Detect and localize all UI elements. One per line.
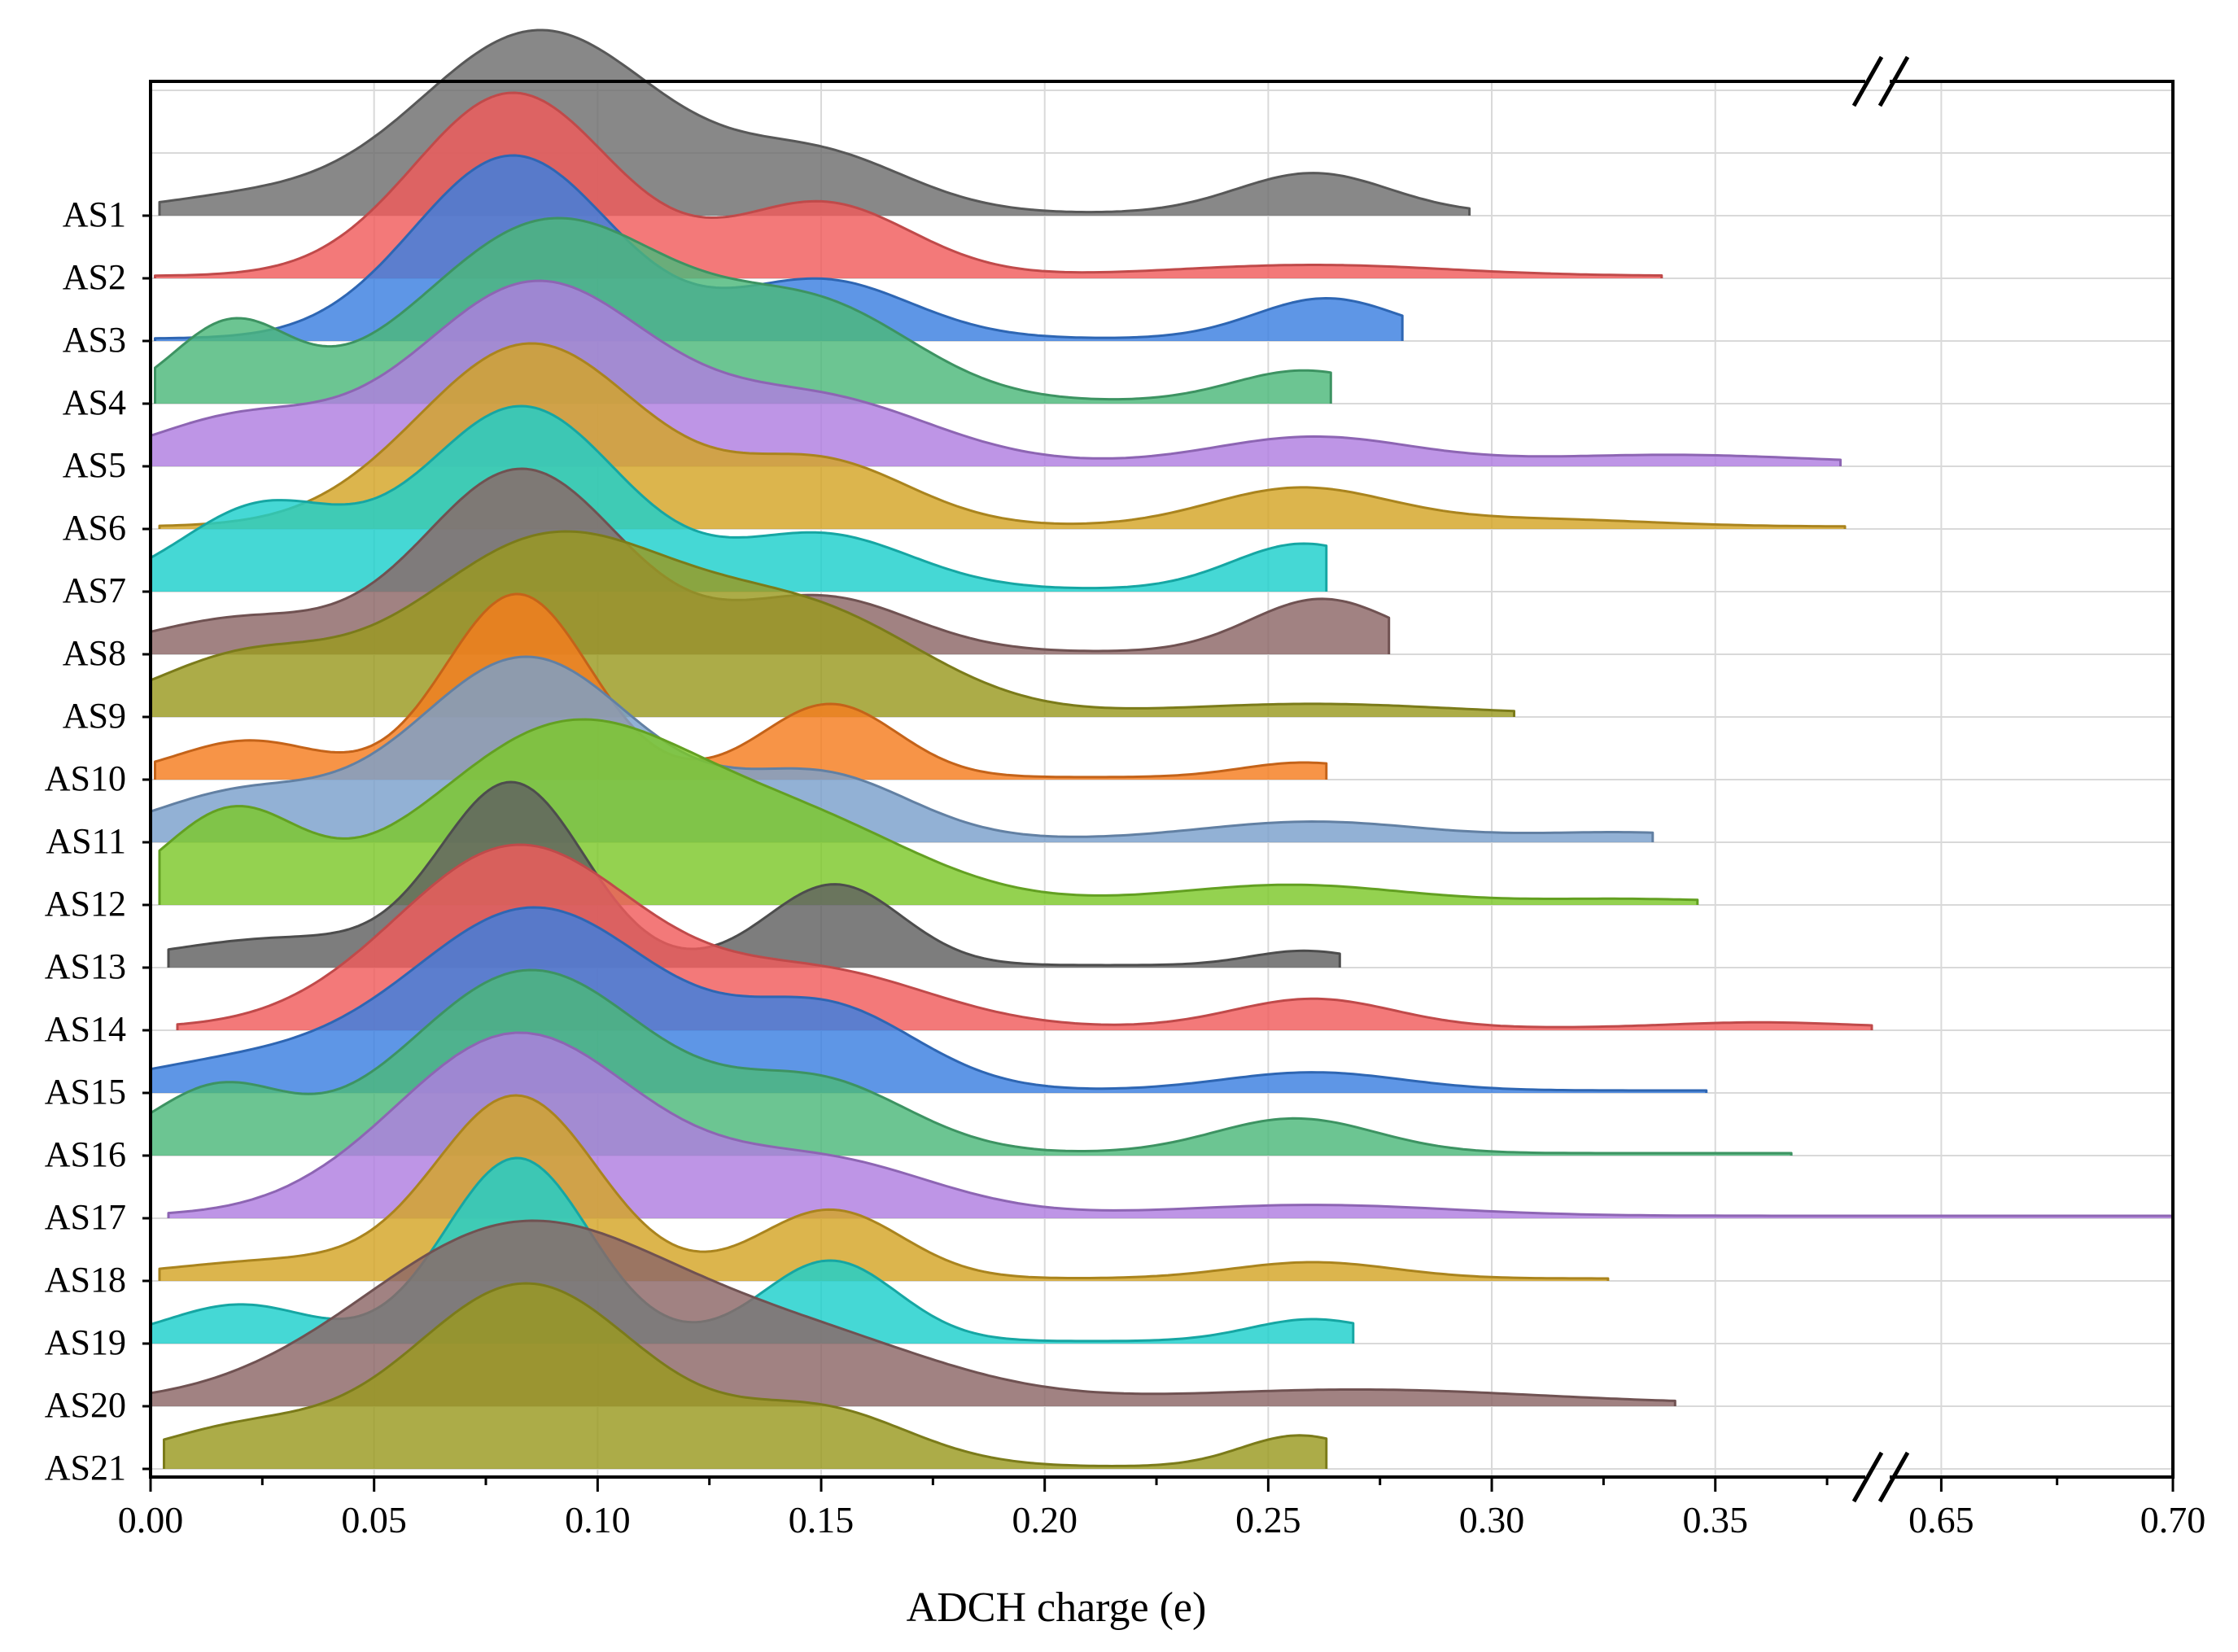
y-label-as17: AS17 [45,1197,126,1237]
ridge-outline-as18 [158,1094,1610,1281]
y-label-as5: AS5 [63,445,126,485]
axis-break-slash [1851,55,1884,107]
ridge-outline-as4 [154,216,1332,404]
y-label-as16: AS16 [45,1134,126,1174]
y-label-as1: AS1 [63,194,126,234]
ridge-outline-as1 [158,28,1471,216]
ridge-outline-as15 [149,906,1708,1093]
ridge-as21 [163,1282,1328,1469]
ridges [149,28,2175,1469]
ridge-fill-as17 [168,1033,2173,1218]
ridge-outline-as9 [149,530,1515,717]
x-tick-label: 0.00 [118,1499,184,1541]
y-label-as3: AS3 [63,320,126,360]
y-label-as7: AS7 [63,570,126,610]
y-label-as12: AS12 [45,884,126,924]
y-label-as8: AS8 [63,633,126,673]
ridge-fill-as21 [164,1283,1327,1469]
y-label-as6: AS6 [63,508,126,548]
ridge-as17 [167,1031,2175,1218]
x-tick-label: 0.15 [789,1499,855,1541]
ridge-outline-as17 [167,1031,2175,1218]
ridge-outline-as13 [167,780,1341,968]
y-label-as11: AS11 [46,821,126,861]
ridge-outline-as5 [149,279,1842,466]
ridge-outline-as3 [154,154,1404,341]
y-label-as10: AS10 [45,758,126,798]
x-tick-label: 0.70 [2140,1499,2206,1541]
ridge-outline-as12 [158,718,1699,905]
ridge-outline-as20 [149,1219,1676,1406]
y-label-as21: AS21 [45,1448,126,1488]
y-label-as9: AS9 [63,696,126,736]
axes: 0.00 0.05 0.10 0.15 0.20 0.25 0.30 0.35 0.65 0.70… [45,55,2206,1541]
ridge-outline-as16 [149,968,1793,1156]
y-label-as4: AS4 [63,382,126,422]
y-label-as19: AS19 [45,1322,126,1362]
ridge-outline-as14 [176,843,1873,1030]
ridge-outline-as2 [154,91,1663,278]
axis-break-slash [1851,1451,1884,1503]
axis-break-slash [1877,55,1910,107]
x-tick-label: 0.05 [341,1499,407,1541]
ridge-outline-as10 [154,592,1328,780]
y-label-as14: AS14 [45,1009,126,1049]
x-tick-label: 0.20 [1012,1499,1077,1541]
x-tick-label: 0.35 [1682,1499,1748,1541]
ridge-outline-as7 [149,404,1328,592]
x-tick-label: 0.65 [1908,1499,1974,1541]
x-tick-label: 0.30 [1459,1499,1525,1541]
y-label-as15: AS15 [45,1072,126,1112]
ridge-outline-as6 [158,342,1847,529]
ridge-outline-as11 [149,655,1654,842]
ridge-outline-as21 [163,1282,1328,1469]
x-tick-label: 0.10 [565,1499,631,1541]
y-label-as13: AS13 [45,946,126,986]
y-label-as20: AS20 [45,1385,126,1425]
x-axis-label: ADCH charge (e) [907,1584,1207,1631]
y-label-as2: AS2 [63,257,126,297]
x-tick-label: 0.25 [1235,1499,1301,1541]
axis-break-slash [1877,1451,1910,1503]
y-label-as18: AS18 [45,1260,126,1300]
